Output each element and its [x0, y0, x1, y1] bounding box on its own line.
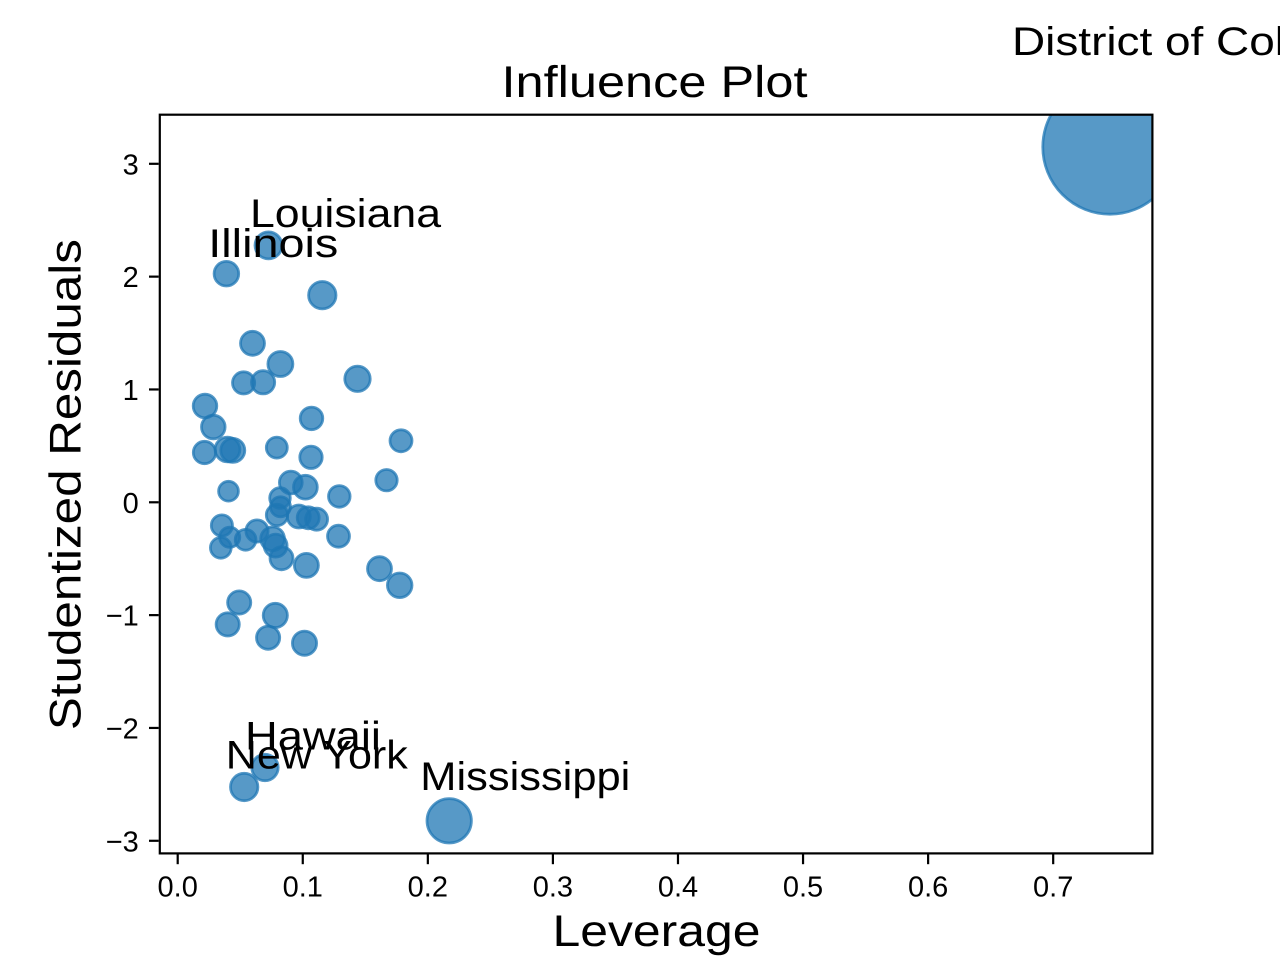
svg-text:District of Columbia: District of Columbia [1012, 20, 1280, 64]
svg-text:Hawaii: Hawaii [245, 715, 381, 759]
svg-text:0.1: 0.1 [283, 871, 323, 903]
svg-text:0: 0 [123, 488, 139, 520]
svg-text:−1: −1 [106, 601, 139, 633]
svg-text:Studentized Residuals: Studentized Residuals [42, 239, 91, 730]
svg-text:New York: New York [226, 734, 409, 778]
svg-text:1: 1 [123, 375, 139, 407]
svg-text:Louisiana: Louisiana [250, 192, 442, 236]
svg-text:−3: −3 [106, 826, 139, 858]
svg-text:2: 2 [123, 262, 139, 294]
svg-text:0.0: 0.0 [158, 871, 198, 903]
svg-text:Illinois: Illinois [208, 222, 338, 266]
svg-text:0.5: 0.5 [783, 871, 823, 903]
svg-text:Leverage: Leverage [553, 907, 761, 956]
svg-text:0.4: 0.4 [658, 871, 698, 903]
svg-text:−2: −2 [106, 713, 139, 745]
svg-text:3: 3 [123, 149, 139, 181]
svg-text:0.7: 0.7 [1033, 871, 1073, 903]
svg-text:0.3: 0.3 [533, 871, 573, 903]
svg-text:Mississippi: Mississippi [420, 755, 630, 799]
svg-text:0.2: 0.2 [408, 871, 448, 903]
svg-text:0.6: 0.6 [908, 871, 948, 903]
svg-text:Influence Plot: Influence Plot [502, 58, 809, 107]
